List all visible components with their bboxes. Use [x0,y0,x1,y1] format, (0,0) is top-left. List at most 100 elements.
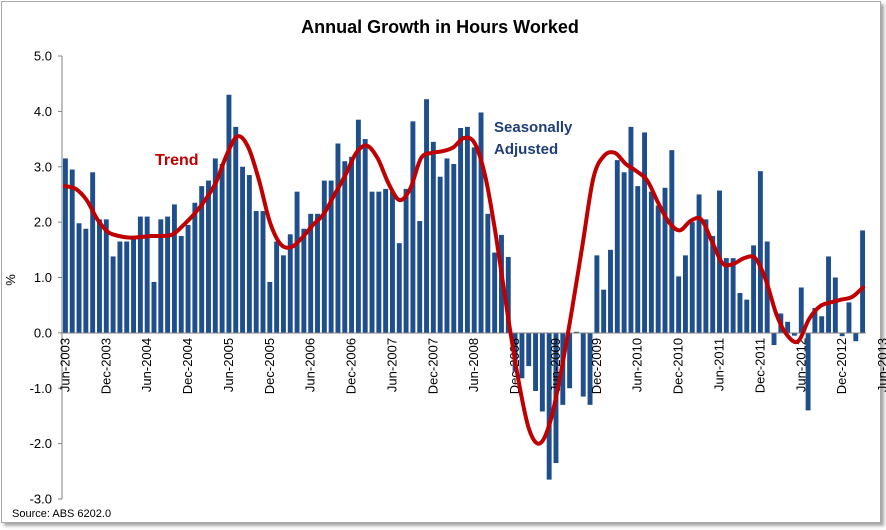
bar [628,126,634,333]
bar [199,186,205,333]
y-tick-label: 3.0 [34,159,52,174]
bar [403,188,409,333]
bar [533,332,538,392]
bar [206,180,211,333]
bar [696,194,702,333]
bar [383,188,389,333]
bar [737,293,743,333]
bar [682,255,688,333]
x-tick-label: Dec-2011 [752,338,767,393]
sa-annotation-line2: Adjusted [494,141,558,158]
x-tick-label: Jun-2010 [630,338,645,392]
trend-line [63,134,865,446]
y-axis-ticks: 5.0 4.0 3.0 2.0 1.0 0.0 -1.0 -2.0 -3.0 [30,49,62,507]
bar [771,332,777,346]
bar [301,228,307,333]
bar [226,94,232,333]
x-tick-label: Jun-2005 [221,338,236,392]
bar [703,219,709,333]
bar [131,235,136,333]
bar [669,150,675,333]
bar [62,158,68,333]
bar [219,163,225,333]
bar [601,289,607,333]
bar [846,302,852,333]
bar [97,219,102,333]
bar [567,332,573,389]
bar [519,332,525,379]
bar [103,219,109,333]
sa-annotation-line1: Seasonally [494,119,573,136]
bar [171,204,177,333]
bar [342,161,348,333]
bar [614,160,620,333]
bar [832,277,838,333]
bar [676,276,682,333]
bar [90,172,96,333]
bar [151,281,157,333]
bar [648,191,654,333]
x-tick-label: Dec-2012 [834,338,849,394]
bar [655,205,661,333]
bar [526,332,532,367]
bar [233,126,239,333]
bar [458,127,464,333]
bar [492,252,498,333]
source-note: Source: ABS 6202.0 [12,508,111,520]
bar [710,235,716,333]
bar [165,216,171,333]
bar [594,255,600,333]
bar [69,169,75,333]
bar [355,119,361,333]
bar [539,332,545,412]
bar [608,249,613,333]
bar [819,316,825,333]
bar [185,224,191,333]
bar [328,180,334,333]
bar [839,332,845,337]
y-tick-label: 2.0 [34,215,52,230]
bar [451,163,457,333]
x-tick-label: Jun-2004 [139,338,154,392]
bar [812,307,818,333]
bar [805,332,811,411]
chart-title: Annual Growth in Hours Worked [301,17,579,37]
bar [621,172,627,333]
bar [321,180,327,333]
bar [485,213,491,333]
x-tick-label: Jun-2007 [385,338,400,392]
x-tick-label: Jun-2011 [712,338,727,391]
bar [260,211,266,333]
bar [240,166,246,333]
bar [287,234,293,333]
bar [308,213,314,333]
bar [478,112,484,333]
x-tick-label: Jun-2013 [875,338,886,392]
bar [158,219,164,333]
bar [798,287,804,333]
bar [369,191,375,333]
bar [212,158,218,333]
bar [417,221,423,333]
bar [117,241,123,333]
y-tick-label: -2.0 [30,436,52,451]
bar [785,321,791,333]
bar [192,202,198,333]
y-axis-label: % [3,274,18,286]
bar [730,258,736,333]
x-tick-label: Jun-2008 [466,338,481,392]
bar [144,216,150,333]
bar [246,175,252,333]
y-tick-label: 0.0 [34,325,52,340]
x-tick-label: Dec-2003 [98,338,113,394]
bar [587,332,593,405]
x-tick-label: Jun-2003 [57,338,72,392]
y-tick-label: -3.0 [30,492,52,507]
bar [267,281,273,333]
bar [315,213,320,333]
bar [689,222,695,333]
bar [744,299,750,333]
x-tick-label: Dec-2009 [589,338,604,394]
bar [390,191,395,333]
